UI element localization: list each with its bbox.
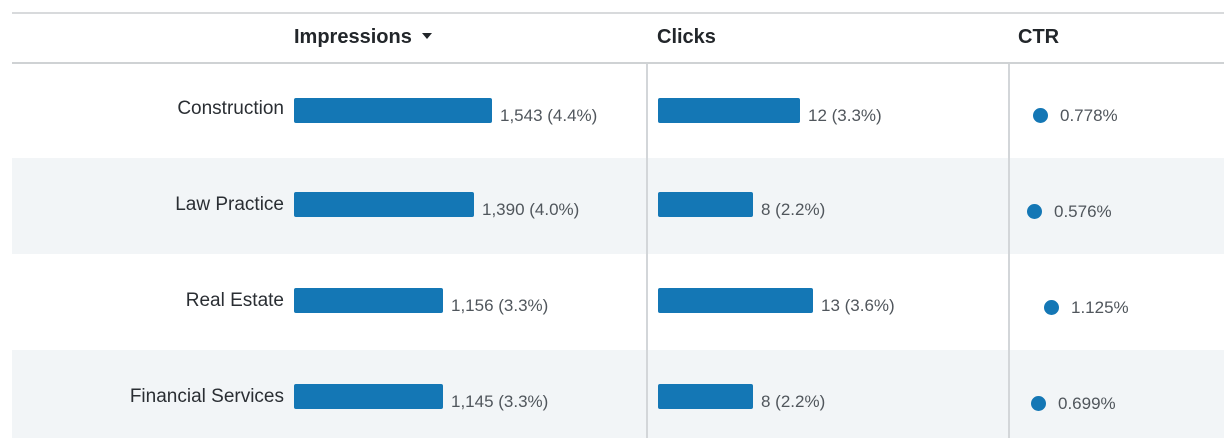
impressions-bar xyxy=(294,288,443,313)
industry-label: Construction xyxy=(177,98,284,119)
industry-label: Law Practice xyxy=(175,194,284,215)
ctr-column-header[interactable]: CTR xyxy=(1018,26,1059,49)
clicks-value: 12 (3.3%) xyxy=(808,106,882,125)
impressions-value: 1,156 (3.3%) xyxy=(451,296,549,315)
top-divider xyxy=(12,12,1224,14)
clicks-value: 13 (3.6%) xyxy=(821,296,895,315)
table-row: Real Estate 1,156 (3.3%) 13 (3.6%) 1.125… xyxy=(12,254,1224,350)
column-divider xyxy=(646,64,648,438)
clicks-column-header[interactable]: Clicks xyxy=(657,26,716,49)
ctr-dot xyxy=(1033,108,1048,123)
ctr-dot xyxy=(1027,204,1042,219)
impressions-bar xyxy=(294,192,474,217)
impressions-value: 1,145 (3.3%) xyxy=(451,392,549,411)
table-header: Impressions Clicks CTR xyxy=(0,14,1224,64)
impressions-header-label: Impressions xyxy=(294,26,412,48)
ctr-value: 0.699% xyxy=(1058,394,1116,413)
sort-descending-icon[interactable] xyxy=(421,33,432,39)
ctr-dot xyxy=(1044,300,1059,315)
industry-label: Financial Services xyxy=(129,386,284,407)
ctr-value: 0.778% xyxy=(1060,106,1118,125)
table-row: Financial Services 1,145 (3.3%) 8 (2.2%)… xyxy=(12,350,1224,438)
impressions-column-header[interactable]: Impressions xyxy=(294,26,432,49)
clicks-bar xyxy=(658,288,813,313)
table-row: Construction 1,543 (4.4%) 12 (3.3%) 0.77… xyxy=(12,64,1224,160)
clicks-value: 8 (2.2%) xyxy=(761,200,826,219)
clicks-bar xyxy=(658,384,753,409)
impressions-bar xyxy=(294,384,443,409)
clicks-header-label: Clicks xyxy=(657,26,716,48)
ctr-dot xyxy=(1031,396,1046,411)
header-divider xyxy=(12,62,1224,64)
clicks-bar xyxy=(658,192,753,217)
impressions-value: 1,543 (4.4%) xyxy=(500,106,598,125)
clicks-bar xyxy=(658,98,800,123)
ctr-value: 1.125% xyxy=(1071,298,1129,317)
ctr-header-label: CTR xyxy=(1018,26,1060,48)
table-row: Law Practice 1,390 (4.0%) 8 (2.2%) 0.576… xyxy=(12,158,1224,254)
impressions-value: 1,390 (4.0%) xyxy=(482,200,580,219)
industry-label: Real Estate xyxy=(185,290,284,311)
clicks-value: 8 (2.2%) xyxy=(761,392,826,411)
impressions-bar xyxy=(294,98,492,123)
column-divider xyxy=(1008,64,1010,438)
ctr-value: 0.576% xyxy=(1054,202,1112,221)
